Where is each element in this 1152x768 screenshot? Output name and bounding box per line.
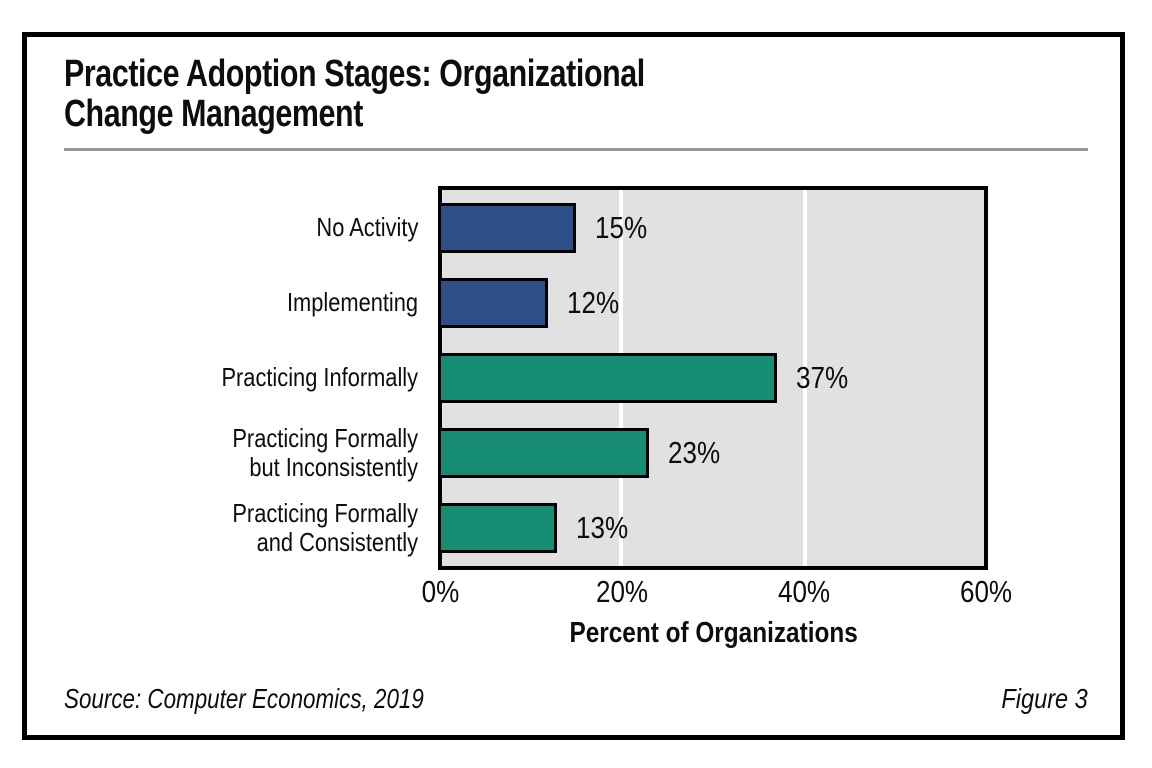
gridline-40 <box>802 190 807 566</box>
chart-title-line1: Practice Adoption Stages: Organizational <box>64 53 645 95</box>
x-tick-20: 20% <box>595 574 649 609</box>
title-divider <box>64 148 1088 151</box>
category-label: Practicing Formally and Consistently <box>232 498 418 558</box>
bar-implementing <box>438 277 548 328</box>
value-label: 13% <box>576 510 629 546</box>
value-label: 23% <box>668 435 721 471</box>
bar-practicing-formally-but-inconsistently <box>438 428 649 479</box>
value-label: 12% <box>567 284 620 320</box>
category-label: Practicing Formally but Inconsistently <box>232 423 418 483</box>
x-tick-40: 40% <box>777 574 831 609</box>
x-tick-60: 60% <box>959 574 1013 609</box>
category-label: Implementing <box>286 287 418 318</box>
chart-title-line2: Change Management <box>64 93 363 135</box>
source-note: Source: Computer Economics, 2019 <box>64 683 424 714</box>
bar-practicing-informally <box>438 353 777 403</box>
category-label: Practicing Informally <box>221 362 418 393</box>
value-label: 15% <box>595 209 648 245</box>
figure-number: Figure 3 <box>1001 683 1088 714</box>
bar-practicing-formally-and-consistently <box>438 503 557 554</box>
value-label: 37% <box>796 359 849 395</box>
category-label: No Activity <box>316 212 418 243</box>
x-tick-0: 0% <box>421 574 459 609</box>
chart-title: Practice Adoption Stages: Organizational… <box>64 54 790 134</box>
x-axis-title: Percent of Organizations <box>569 617 859 649</box>
figure-border <box>22 32 1125 740</box>
bar-no-activity <box>438 202 576 253</box>
